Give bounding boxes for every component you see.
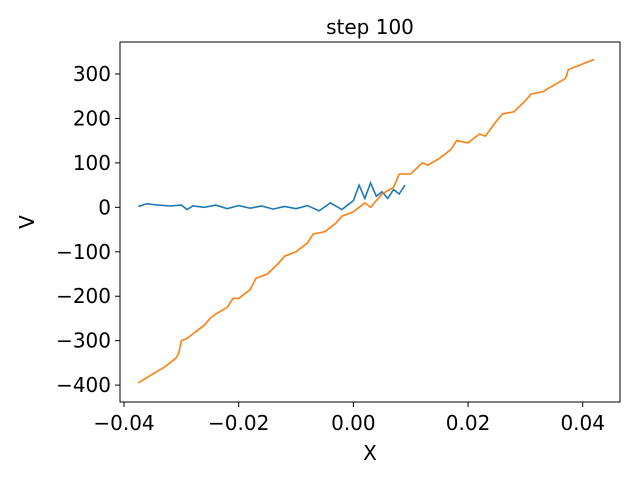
x-tick-label: 0.02 xyxy=(446,411,491,435)
y-tick-label: 100 xyxy=(73,151,111,175)
y-tick-label: −200 xyxy=(56,284,111,308)
y-tick-label: 300 xyxy=(73,62,111,86)
y-tick-label: −100 xyxy=(56,240,111,264)
chart-title: step 100 xyxy=(326,15,414,39)
x-axis-label: X xyxy=(363,441,377,465)
plot-frame xyxy=(119,41,621,403)
x-tick-label: 0.04 xyxy=(560,411,605,435)
y-tick-label: −400 xyxy=(56,373,111,397)
y-axis-label: V xyxy=(15,215,39,229)
data-line xyxy=(137,58,595,384)
y-tick-label: 0 xyxy=(98,195,111,219)
x-tick-label: −0.02 xyxy=(208,411,269,435)
x-tick-label: −0.04 xyxy=(93,411,154,435)
data-line xyxy=(138,180,406,212)
y-tick-label: −300 xyxy=(56,329,111,353)
y-tick-label: 200 xyxy=(73,106,111,130)
x-tick-label: 0.00 xyxy=(331,411,376,435)
